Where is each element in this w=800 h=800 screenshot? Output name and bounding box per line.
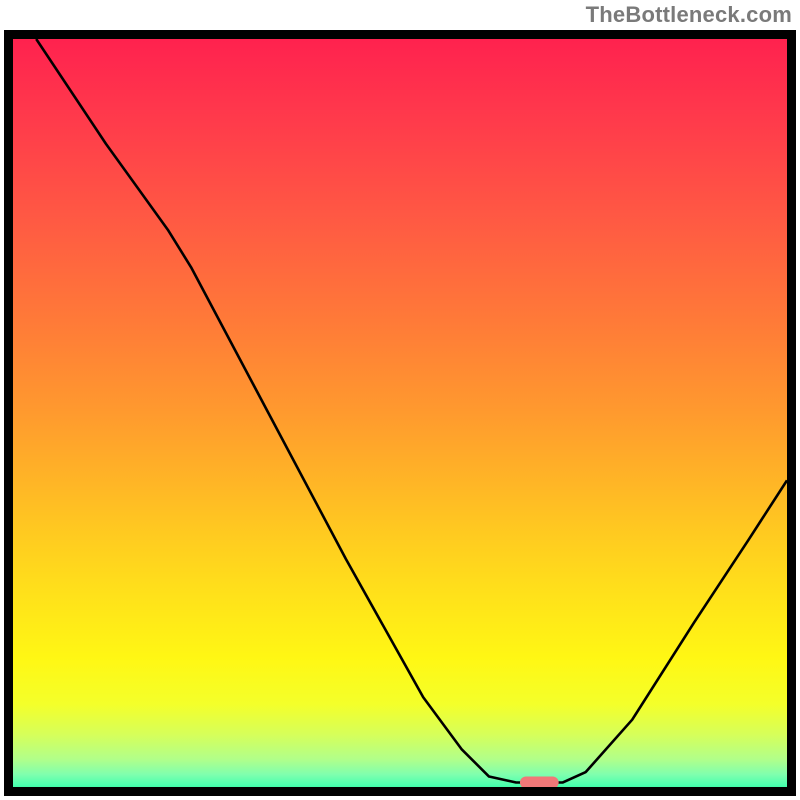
watermark-text: TheBottleneck.com xyxy=(586,2,792,28)
figure-container: TheBottleneck.com xyxy=(0,0,800,800)
bottleneck-chart xyxy=(4,30,796,796)
chart-background xyxy=(4,30,796,796)
chart-svg xyxy=(4,30,796,796)
optimal-marker xyxy=(520,777,559,789)
